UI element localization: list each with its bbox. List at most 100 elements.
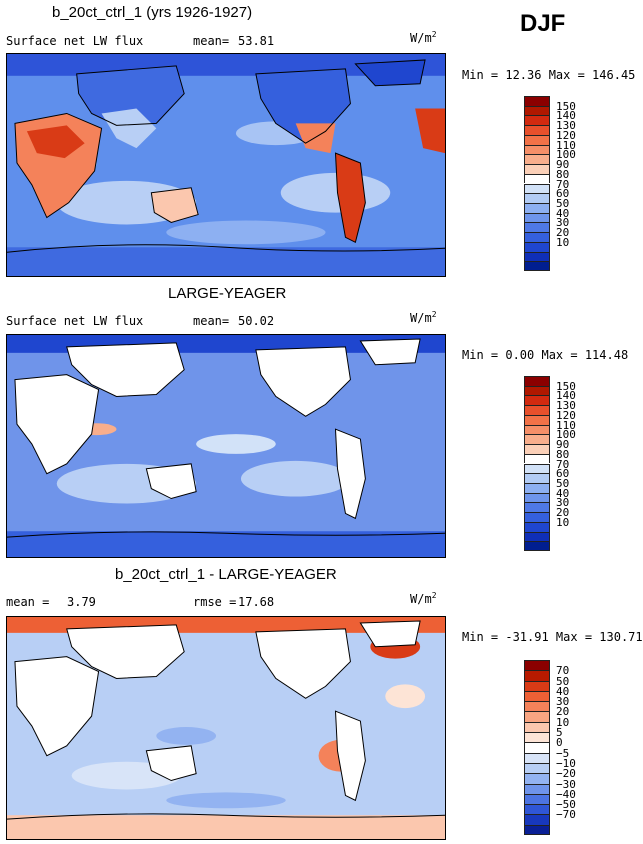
colorbar-tick-label: 120 <box>556 128 576 142</box>
colorbar-swatch <box>524 212 550 223</box>
colorbar-swatch <box>524 660 550 671</box>
colorbar-swatch <box>524 541 550 551</box>
colorbar-tick-label: 50 <box>556 674 570 688</box>
colorbar-swatch <box>524 473 550 483</box>
colorbar-swatch <box>524 134 550 145</box>
colorbar-tick-label: 120 <box>556 408 576 422</box>
colorbar-tick-label: 150 <box>556 379 576 393</box>
colorbar-swatch <box>524 405 550 415</box>
colorbar-tick-label: 110 <box>556 418 576 432</box>
colorbar-tick-label: 60 <box>556 187 570 201</box>
colorbar-swatch <box>524 193 550 203</box>
colorbar-swatch <box>524 732 550 743</box>
panel2-minmax: Min = 0.00 Max = 114.48 <box>462 348 629 362</box>
colorbar-swatch <box>524 670 550 681</box>
panel2-colorbar: 150 140 130 120 110 100 90 80 70 60 50 40 30 20 10 <box>524 376 576 551</box>
colorbar-swatch <box>524 804 550 815</box>
colorbar-tick-label: −20 <box>556 767 576 781</box>
colorbar-tick-label: 10 <box>556 515 570 529</box>
panel3-title: b_20ct_ctrl_1 - LARGE-YEAGER <box>115 566 337 583</box>
season-label: DJF <box>520 10 566 37</box>
colorbar-tick-label: 20 <box>556 226 570 240</box>
panel3-mean-label: mean = <box>6 595 50 609</box>
colorbar-swatch <box>524 125 550 135</box>
colorbar-swatch <box>524 680 550 691</box>
colorbar-tick-label: 80 <box>556 447 570 461</box>
panel1-units: W/m2 <box>410 30 437 45</box>
colorbar-swatch <box>524 824 550 835</box>
colorbar-swatch <box>524 492 550 503</box>
colorbar-tick-label: 80 <box>556 167 570 181</box>
colorbar-swatch <box>524 521 550 532</box>
colorbar-tick-label: 40 <box>556 206 570 220</box>
colorbar-swatch <box>524 202 550 213</box>
colorbar-swatch <box>524 144 550 155</box>
colorbar-swatch <box>524 183 550 194</box>
panel2-units: W/m2 <box>410 310 437 325</box>
colorbar-tick-label: 110 <box>556 138 576 152</box>
colorbar-tick-label: −10 <box>556 756 576 770</box>
colorbar-tick-label: 30 <box>556 695 570 709</box>
colorbar-tick-label: 50 <box>556 196 570 210</box>
colorbar-swatch <box>524 502 550 513</box>
colorbar-tick-label: 40 <box>556 684 570 698</box>
colorbar-tick-label: −30 <box>556 777 576 791</box>
colorbar-tick-label: 60 <box>556 467 570 481</box>
colorbar-tick-label: 0 <box>556 736 563 750</box>
panel1-title: b_20ct_ctrl_1 (yrs 1926-1927) <box>52 4 253 21</box>
colorbar-swatch <box>524 241 550 252</box>
colorbar-swatch <box>524 395 550 406</box>
colorbar-tick-label: 20 <box>556 705 570 719</box>
panel3-colorbar: 70 50 40 30 20 10 5 0 −5 −10 −20 −30 −40 −50 −70 <box>524 660 576 835</box>
colorbar-tick-label: 70 <box>556 457 570 471</box>
panel3-map-svg <box>7 617 445 839</box>
colorbar-tick-label: −70 <box>556 808 576 822</box>
panel1-map-svg <box>7 54 445 276</box>
colorbar-swatch <box>524 721 550 733</box>
panel3-rmse-label: rmse = <box>193 595 237 609</box>
colorbar-swatch <box>524 414 550 425</box>
colorbar-swatch <box>524 251 550 262</box>
colorbar-swatch <box>524 742 550 753</box>
colorbar-tick-label: 30 <box>556 216 570 230</box>
colorbar-tick-label: 40 <box>556 486 570 500</box>
panel3-mean-value: 3.79 <box>67 595 96 609</box>
colorbar-swatch <box>524 173 550 184</box>
colorbar-swatch <box>524 222 550 233</box>
colorbar-swatch <box>524 444 550 454</box>
colorbar-swatch <box>524 783 550 794</box>
colorbar-swatch <box>524 105 550 116</box>
colorbar-tick-label: 70 <box>556 177 570 191</box>
panel2-map <box>6 334 446 558</box>
panel1-field-label: Surface net LW flux <box>6 34 144 48</box>
colorbar-tick-label: 140 <box>556 109 576 123</box>
colorbar-tick-label: 130 <box>556 399 576 413</box>
colorbar-swatch <box>524 164 550 174</box>
panel3-minmax: Min = -31.91 Max = 130.71 <box>462 630 643 644</box>
colorbar-tick-label: 100 <box>556 428 576 442</box>
colorbar-swatch <box>524 115 550 126</box>
panel1-map <box>6 53 446 277</box>
panel2-map-svg <box>7 335 445 557</box>
colorbar-swatch <box>524 711 550 722</box>
colorbar-swatch <box>524 814 550 825</box>
colorbar-tick-label: 30 <box>556 496 570 510</box>
panel1-minmax: Min = 12.36 Max = 146.45 <box>462 68 636 82</box>
colorbar-swatch <box>524 463 550 474</box>
colorbar-tick-label: 10 <box>556 715 570 729</box>
colorbar-tick-label: −50 <box>556 798 576 812</box>
colorbar-swatch <box>524 385 550 396</box>
colorbar-tick-label: 130 <box>556 119 576 133</box>
colorbar-swatch <box>524 261 550 271</box>
colorbar-tick-label: −5 <box>556 746 570 760</box>
panel3-rmse-value: 17.68 <box>238 595 275 609</box>
panel3-map <box>6 616 446 840</box>
colorbar-swatch <box>524 773 550 784</box>
panel1-mean-value: 53.81 <box>238 34 275 48</box>
panel2-mean-value: 50.02 <box>238 314 275 328</box>
colorbar-swatch <box>524 376 550 386</box>
panel1-mean-label: mean= <box>193 34 230 48</box>
colorbar-tick-label: 100 <box>556 148 576 162</box>
panel2-title: LARGE-YEAGER <box>168 285 287 302</box>
colorbar-tick-label: 90 <box>556 438 570 452</box>
